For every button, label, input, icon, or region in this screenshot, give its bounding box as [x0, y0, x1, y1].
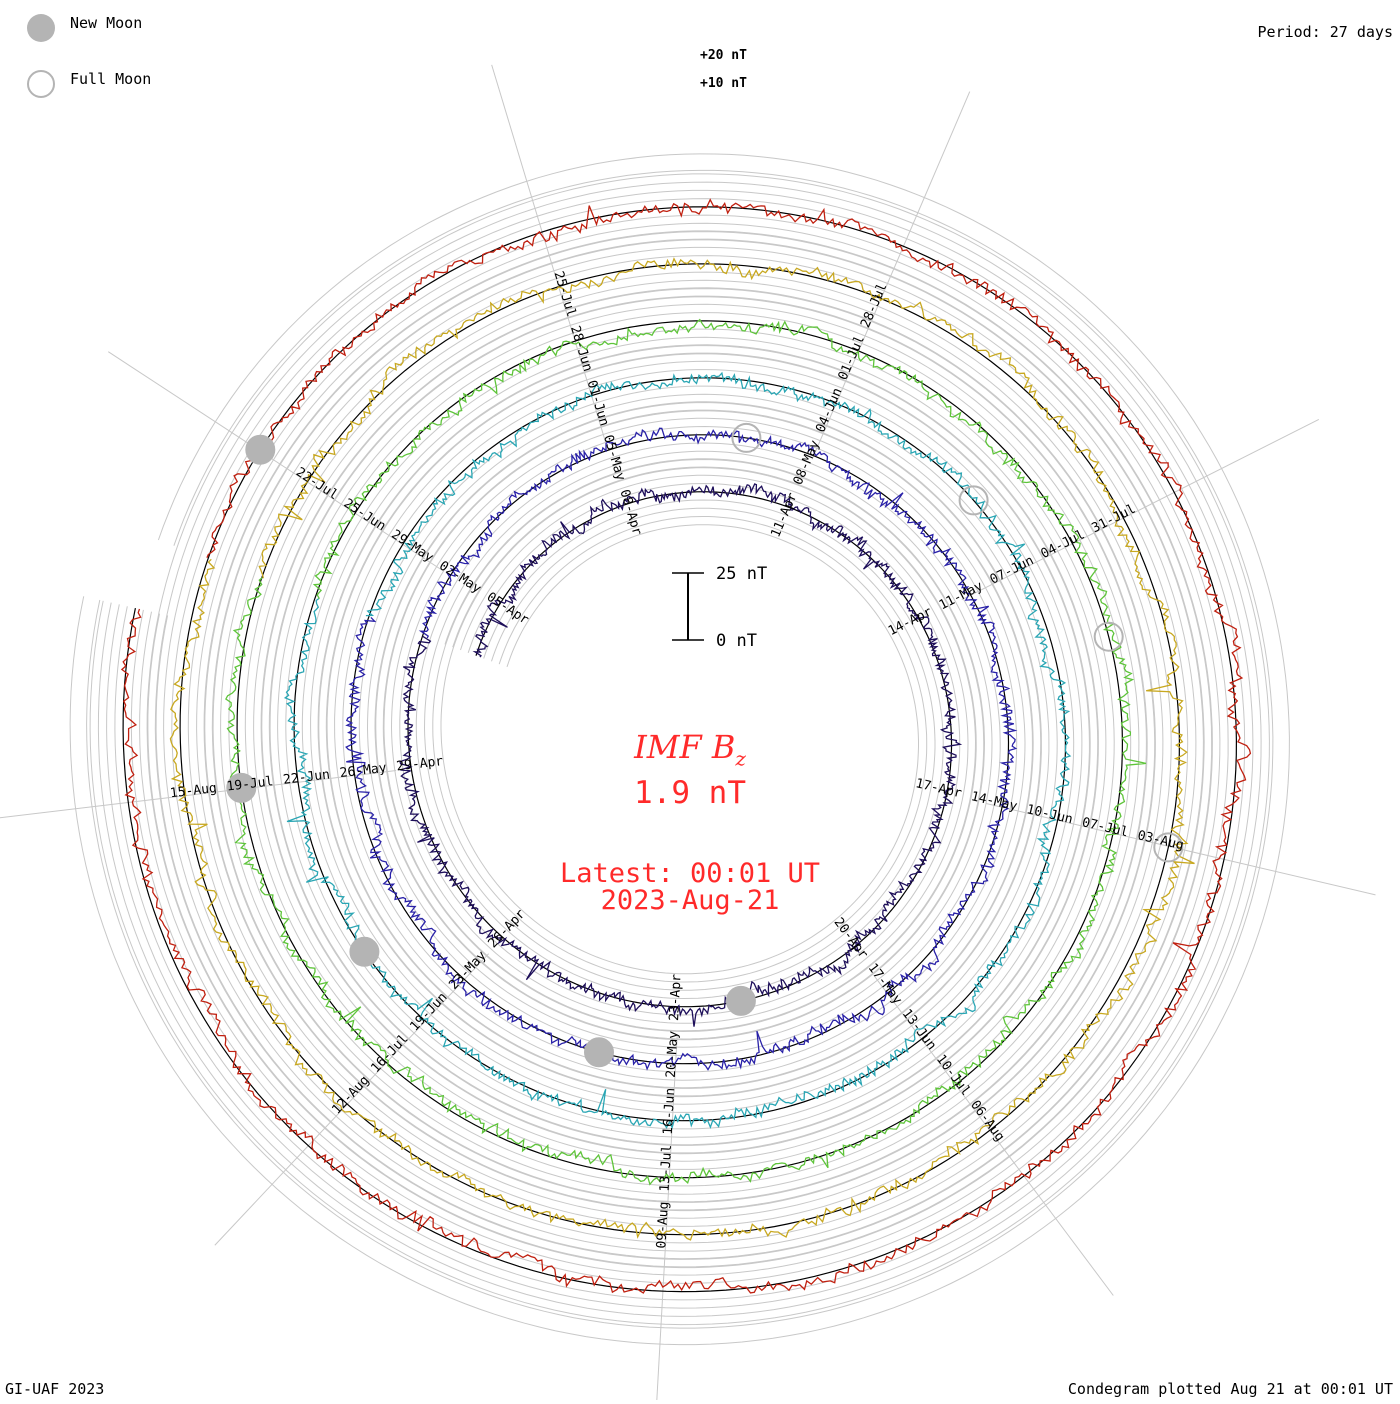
latest-value: 1.9 nT	[634, 775, 746, 811]
latest-date: 2023-Aug-21	[600, 885, 780, 916]
date-label-28-Jun: 28-Jun	[567, 324, 595, 373]
scale-top-label: 25 nT	[716, 564, 768, 584]
new-moon-marker	[725, 985, 756, 1016]
date-label-07-Jun: 07-Jun	[988, 553, 1037, 588]
data-series	[120, 198, 1252, 1294]
grid-ring-plus15	[97, 181, 1262, 1317]
series-turn-3	[283, 371, 1072, 1130]
radial-spoke	[0, 770, 397, 819]
date-label-19-Jun: 19-Jun	[407, 990, 450, 1035]
date-label-23-May: 23-May	[446, 948, 489, 993]
new-moon-marker	[349, 936, 380, 967]
new-moon-legend-label: New Moon	[70, 14, 143, 32]
date-label-19-Jul: 19-Jul	[226, 774, 274, 794]
series-turn-4	[225, 318, 1147, 1186]
radial-spoke	[811, 91, 971, 460]
date-label-16-Jun: 16-Jun	[661, 1087, 679, 1135]
new-moon-marker	[584, 1037, 614, 1068]
scale-bottom-label: 0 nT	[716, 631, 757, 651]
date-label-08-May: 08-May	[791, 438, 823, 487]
date-label-26-May: 26-May	[339, 761, 388, 781]
radial-spoke	[873, 974, 1114, 1296]
radial-spoke	[107, 351, 444, 572]
date-label-04-Jun: 04-Jun	[813, 386, 845, 435]
grid-layer	[69, 153, 1290, 1346]
latest-time: Latest: 00:01 UT	[559, 858, 821, 889]
date-label-13-Jul: 13-Jul	[658, 1144, 676, 1192]
date-label-05-Apr: 05-Apr	[484, 590, 532, 628]
series-turn-2	[345, 427, 1018, 1071]
grid-ring-minus15	[147, 231, 1213, 1268]
date-label-09-Aug: 09-Aug	[654, 1201, 672, 1249]
full-moon-marker	[731, 422, 762, 453]
full-moon-marker	[1093, 621, 1124, 652]
grid-ring-plus10	[106, 189, 1254, 1309]
series-turn-5	[169, 257, 1195, 1241]
grid-ring-minus10	[139, 222, 1221, 1276]
quantity-name: IMF B	[634, 728, 736, 766]
grid-ring-plus5	[114, 198, 1246, 1301]
new-moon-legend-icon	[27, 14, 55, 42]
credit-label: GI-UAF 2023	[5, 1380, 105, 1398]
new-moon-marker	[226, 772, 257, 803]
quantity-title: IMF Bz	[500, 728, 880, 770]
date-label-15-Aug: 15-Aug	[169, 781, 217, 801]
full-moon-legend-icon	[27, 70, 55, 98]
radial-spoke	[491, 64, 608, 448]
grid-ring-plus20	[89, 173, 1270, 1326]
date-label-23-Apr: 23-Apr	[667, 973, 685, 1021]
grid-ring-minus5	[130, 214, 1229, 1284]
date-label-22-Jun: 22-Jun	[282, 767, 330, 787]
date-label-17-Apr: 17-Apr	[914, 776, 963, 801]
grid-ring-minus20	[155, 239, 1204, 1260]
guide-ring-plus10	[86, 169, 1274, 1329]
guide-label-plus20: +20 nT	[700, 48, 747, 63]
series-turn-1	[399, 483, 963, 1027]
date-label-11-Apr: 11-Apr	[768, 490, 800, 539]
period-label: Period: 27 days	[1257, 23, 1393, 41]
quantity-subscript: z	[735, 746, 746, 771]
date-label-16-Jul: 16-Jul	[368, 1031, 411, 1076]
guide-ring-plus20	[69, 153, 1290, 1346]
plotted-timestamp: Condegram plotted Aug 21 at 00:01 UT	[1067, 1380, 1393, 1398]
date-label-25-Jul: 25-Jul	[551, 270, 579, 319]
scale-bar	[672, 572, 704, 641]
full-moon-marker	[1153, 832, 1184, 863]
radial-spoke	[214, 953, 490, 1246]
date-label-08-Apr: 08-Apr	[616, 488, 644, 537]
full-moon-marker	[958, 485, 989, 516]
guide-label-plus10: +10 nT	[700, 76, 747, 91]
date-label-29-Apr: 29-Apr	[396, 754, 445, 774]
date-label-12-Aug: 12-Aug	[329, 1073, 372, 1118]
series-turn-6	[120, 198, 1252, 1294]
new-moon-marker	[245, 434, 276, 465]
date-label-20-May: 20-May	[664, 1030, 682, 1078]
full-moon-legend-label: Full Moon	[70, 70, 152, 88]
moon-markers	[226, 422, 1184, 1068]
